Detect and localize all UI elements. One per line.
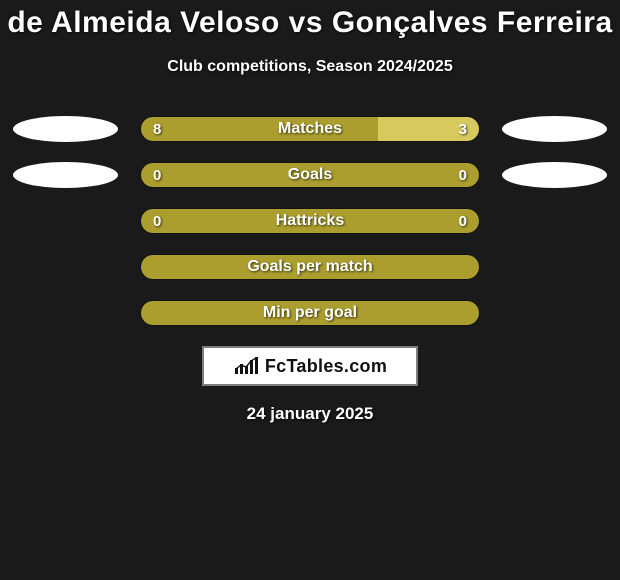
bar-segment-left (141, 255, 479, 279)
bar-segment-left (141, 301, 479, 325)
stat-bar: Goals per match (140, 254, 480, 280)
stat-rows: 8 Matches 3 0 Goals 0 0 (0, 116, 620, 326)
bar-segment-left (141, 117, 378, 141)
team-bubble-right (502, 162, 607, 188)
stat-bar: 0 Goals 0 (140, 162, 480, 188)
bar-segment-left (141, 209, 479, 233)
bars-icon (233, 356, 261, 376)
page-title: de Almeida Veloso vs Gonçalves Ferreira (0, 6, 620, 40)
bar-segment-left (141, 163, 479, 187)
stat-bar: 8 Matches 3 (140, 116, 480, 142)
team-bubble-left (13, 116, 118, 142)
stat-bar: 0 Hattricks 0 (140, 208, 480, 234)
bar-segment-right (378, 117, 479, 141)
stat-row-matches: 8 Matches 3 (0, 116, 620, 142)
stat-row-mpg: Min per goal (0, 300, 620, 326)
stat-row-gpm: Goals per match (0, 254, 620, 280)
stat-bar: Min per goal (140, 300, 480, 326)
team-bubble-left (13, 162, 118, 188)
brand-badge[interactable]: FcTables.com (202, 346, 418, 386)
stat-row-goals: 0 Goals 0 (0, 162, 620, 188)
team-bubble-right (502, 116, 607, 142)
comparison-infographic: de Almeida Veloso vs Gonçalves Ferreira … (0, 0, 620, 424)
brand-inner: FcTables.com (233, 356, 387, 377)
subtitle: Club competitions, Season 2024/2025 (0, 58, 620, 76)
date-text: 24 january 2025 (0, 404, 620, 424)
stat-row-hattricks: 0 Hattricks 0 (0, 208, 620, 234)
brand-text: FcTables.com (265, 356, 387, 377)
